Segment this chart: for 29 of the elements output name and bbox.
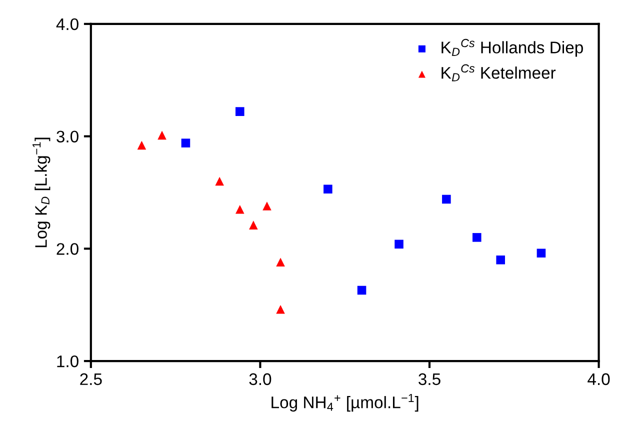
- point: [496, 256, 505, 264]
- legend-label: K$_{D}$$^{Cs}$ Ketelmeer: [442, 64, 556, 82]
- point: [249, 220, 258, 230]
- y-tick-label: 2.0: [56, 243, 78, 255]
- point: [236, 107, 244, 116]
- point: [215, 176, 224, 186]
- point: [357, 286, 366, 295]
- point: [276, 258, 285, 267]
- point: [472, 233, 482, 242]
- x-tick-label: 2.5: [80, 373, 102, 386]
- point: [394, 240, 404, 249]
- y-tick-label: 4.0: [56, 18, 78, 30]
- y-tick-label: 3.0: [56, 130, 78, 143]
- point: [181, 138, 190, 148]
- point: [158, 130, 166, 140]
- point: [324, 184, 332, 194]
- point: [536, 248, 546, 258]
- x-tick-label: 3.0: [249, 373, 272, 386]
- legend-label: K$_{D}$$^{Cs}$ Hollands Diep: [442, 38, 583, 57]
- point: [262, 202, 272, 210]
- point: [276, 304, 285, 314]
- x-axis-title: Log NH$_{4}$$^{+}$ [µmol.L$^{−1}$]: [272, 394, 418, 412]
- point: [137, 140, 146, 150]
- x-tick-label: 3.5: [418, 373, 440, 386]
- y-axis-title: Log K$_{D}$ [L.kg$^{−1}$]: [32, 138, 50, 248]
- y-tick-label: 1.0: [57, 355, 78, 368]
- point: [442, 194, 451, 204]
- point: [236, 204, 244, 214]
- x-tick-label: 4.0: [588, 373, 610, 386]
